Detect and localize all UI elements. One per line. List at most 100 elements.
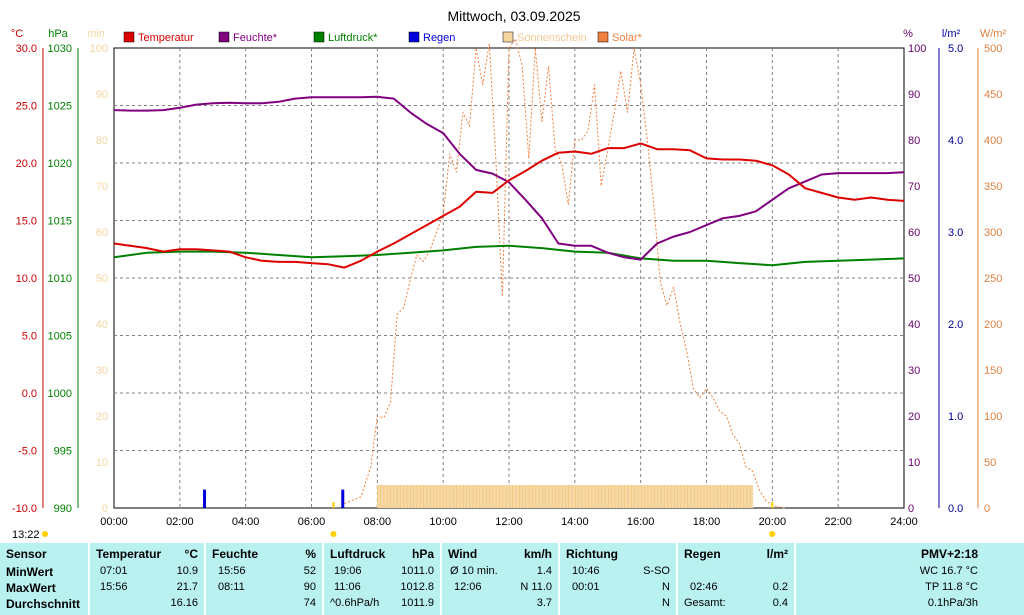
stat-time: 19:06 [334,565,362,577]
tick-label-solar: 450 [984,89,1002,101]
axis-unit-sunshine: min [87,28,105,40]
stats-wind: Wind km/h Ø 10 min. 1.4 12:06 N 11.0 3.7 [442,543,558,615]
legend-label-4: Sonnenschein [517,32,587,44]
stat-value: 1.4 [536,565,552,577]
stat-value: N 11.0 [520,581,552,593]
legend-label-0: Temperatur [138,32,194,44]
tick-label-temperature: 20.0 [16,158,37,170]
tick-label-sunshine: 40 [96,319,108,331]
x-tick-label: 14:00 [561,516,589,528]
legend-label-5: Solar* [612,32,643,44]
stats-rain: Regen l/m² 02:46 0.2 Gesamt: 0.4 [678,543,794,615]
tick-label-solar: 250 [984,273,1002,285]
tick-label-solar: 400 [984,135,1002,147]
stat-time: 02:46 [690,581,718,593]
tick-label-temperature: 15.0 [16,216,37,228]
tick-label-rain: 3.0 [948,227,963,239]
x-tick-label: 04:00 [232,516,260,528]
stat-value: 1011.0 [401,565,434,577]
tick-label-sunshine: 50 [96,273,108,285]
x-tick-label: 20:00 [759,516,787,528]
x-tick-label: 12:00 [495,516,523,528]
stat-value: 1011.9 [401,597,434,609]
weather-chart: Mittwoch, 03.09.2025 °C hPa min% l/m² W/m² T… [10,8,1007,541]
stat-value: 21.7 [176,581,198,593]
legend-label-2: Luftdruck* [328,32,378,44]
stats-pmv: PMV+2:18 WC 16.7 °C TP 11.8 °C 0.1hPa/3h [796,543,1024,615]
tick-label-humidity: 0 [908,503,914,515]
series-humidity [113,95,905,261]
axis-units: °C hPa min% l/m² W/m² [11,28,1007,40]
stats-head: Sensor [6,547,47,561]
tick-label-pressure: 1005 [48,331,72,343]
stat-value: N [662,581,670,593]
tick-label-humidity: 20 [908,411,920,423]
stat-time: 10:46 [572,565,600,577]
stat-value: 90 [303,581,316,593]
tick-label-rain: 1.0 [948,411,963,423]
rain-bar [341,489,345,508]
tick-label-solar: 500 [984,43,1002,55]
x-tick-label: 18:00 [693,516,721,528]
legend-label-1: Feuchte* [233,32,278,44]
stats-panel: Sensor MinWert MaxWert Durchschnitt Temp… [0,543,1024,615]
tick-label-solar: 50 [984,457,996,469]
stat-value: 74 [303,597,316,609]
legend-swatch-5 [597,31,609,43]
right-axes: 10090807060504030201005.04.03.02.01.00.0… [908,43,1002,515]
stats-unit: °C [184,547,198,561]
stat-value: N [662,597,670,609]
stats-head: PMV+2:18 [920,547,978,561]
sunshine-bars [377,485,754,508]
rain-bar [203,489,207,508]
stat-time: Ø 10 min. [450,565,498,577]
tick-label-solar: 0 [984,503,990,515]
tick-label-solar: 100 [984,411,1002,423]
stats-unit: % [305,547,316,561]
tick-label-pressure: 1015 [48,216,72,228]
axis-unit-temperature: °C [11,28,23,40]
legend-swatch-1 [218,31,230,43]
tick-label-temperature: 0.0 [22,388,37,400]
tick-label-rain: 5.0 [948,43,963,55]
tick-label-humidity: 10 [908,457,920,469]
stat-value: S-SO [643,565,670,577]
tick-label-temperature: 25.0 [16,101,37,113]
series-pressure [113,244,905,267]
tick-label-temperature: -10.0 [12,503,37,515]
tick-label-temperature: 10.0 [16,273,37,285]
tick-label-humidity: 70 [908,181,920,193]
legend-label-3: Regen [423,32,455,44]
current-time-label: 13:22 [12,529,40,541]
axis-unit-pressure: hPa [48,28,68,40]
stat-value: 10.9 [176,565,198,577]
legend-swatch-3 [408,31,420,43]
x-axis: 00:00 02:00 04:00 06:00 08:00 10:00 12:00 14:00… [100,516,918,528]
stat-label: Gesamt: [684,597,726,609]
stat-value: 0.4 [772,597,788,609]
series [113,38,905,509]
stats-humidity: Feuchte % 15:56 52 08:11 90 74 [206,543,322,615]
tick-label-sunshine: 10 [96,457,108,469]
tick-label-sunshine: 30 [96,365,108,377]
x-tick-label: 24:00 [890,516,918,528]
tick-label-pressure: 1025 [48,101,72,113]
tick-label-sunshine: 80 [96,135,108,147]
tick-label-humidity: 50 [908,273,920,285]
tick-label-humidity: 80 [908,135,920,147]
legend: Temperatur Feuchte* Luftdruck* Regen Sonnens… [123,31,643,44]
stats-head: Regen [684,547,721,561]
tick-label-temperature: 5.0 [22,331,37,343]
stats-head: Luftdruck [330,547,386,561]
sunrise-dot [330,531,337,537]
tick-label-solar: 150 [984,365,1002,377]
series-solar [344,38,786,509]
x-tick-label: 16:00 [627,516,655,528]
tick-label-humidity: 90 [908,89,920,101]
markers: 13:22 [12,502,776,541]
tick-label-solar: 200 [984,319,1002,331]
x-tick-label: 08:00 [364,516,392,528]
tick-label-pressure: 1030 [48,43,72,55]
stat-value: WC 16.7 °C [919,565,978,577]
tick-label-pressure: 1020 [48,158,72,170]
